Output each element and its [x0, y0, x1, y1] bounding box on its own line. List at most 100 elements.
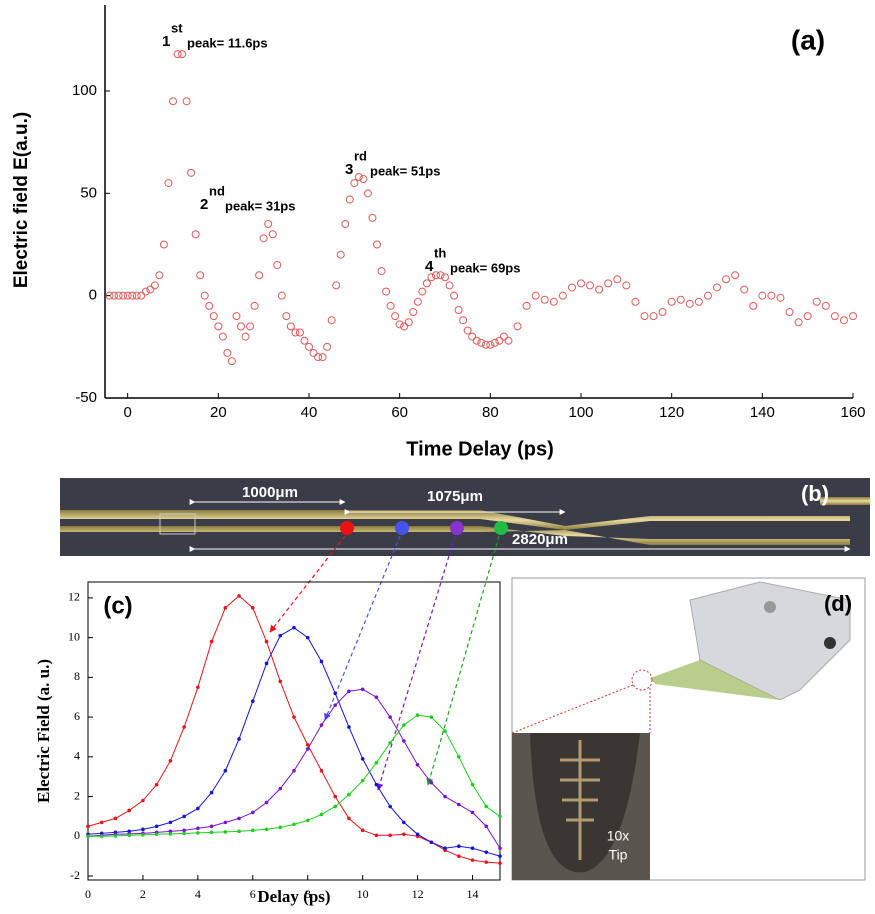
- data-point: [314, 353, 323, 362]
- data-point: [377, 267, 386, 276]
- data-point: [305, 635, 310, 640]
- data-point: [305, 743, 310, 747]
- data-point: [429, 780, 434, 785]
- data-point: [141, 798, 145, 803]
- y-tick-label: 100: [72, 82, 97, 99]
- data-point: [209, 830, 214, 835]
- data-point: [513, 322, 522, 331]
- annotation: th: [434, 245, 446, 260]
- data-point: [237, 816, 241, 821]
- x-tick-label: 20: [210, 404, 227, 421]
- data-point: [141, 833, 145, 837]
- data-point: [86, 824, 90, 829]
- annotation: peak= 69ps: [450, 260, 520, 275]
- data-point: [749, 301, 758, 310]
- data-point: [794, 318, 803, 327]
- data-point: [667, 297, 676, 306]
- x-axis-title: Time Delay (ps): [406, 438, 553, 460]
- data-point: [577, 279, 585, 288]
- data-point: [251, 828, 255, 833]
- data-point: [498, 854, 502, 858]
- x-tick-label: 14: [467, 887, 479, 901]
- data-point: [803, 312, 812, 321]
- data-point: [484, 850, 489, 854]
- inset-text: 10x: [607, 828, 630, 844]
- data-point: [409, 308, 418, 317]
- data-point: [685, 299, 694, 308]
- x-tick-label: 160: [840, 404, 865, 421]
- data-point: [445, 281, 454, 290]
- screw: [764, 601, 776, 613]
- data-point: [388, 804, 392, 809]
- data-point: [454, 305, 463, 314]
- y-tick-label: -50: [75, 389, 97, 406]
- data-point: [347, 816, 351, 821]
- data-point: [305, 342, 313, 351]
- data-point: [333, 794, 338, 799]
- data-point: [498, 814, 502, 819]
- data-point: [443, 846, 447, 851]
- data-point: [486, 340, 495, 349]
- data-point: [132, 291, 141, 300]
- data-point: [388, 741, 392, 745]
- data-point: [127, 833, 131, 838]
- data-point: [227, 357, 236, 366]
- data-point: [209, 639, 214, 644]
- x-tick-label: 6: [250, 887, 256, 901]
- data-point: [268, 230, 277, 239]
- data-point: [776, 293, 785, 302]
- data-point: [114, 291, 123, 300]
- data-point: [484, 804, 489, 809]
- data-point: [347, 689, 351, 694]
- data-point: [264, 220, 273, 229]
- data-point: [278, 825, 283, 830]
- data-point: [318, 353, 327, 362]
- data-point: [498, 846, 502, 851]
- waveguide: [60, 510, 850, 530]
- data-point: [443, 729, 447, 733]
- data-point: [232, 312, 241, 321]
- data-point: [214, 322, 223, 331]
- data-point: [484, 824, 489, 829]
- data-point: [472, 336, 481, 345]
- data-point: [319, 768, 324, 773]
- dimension: 1000μm: [242, 484, 298, 501]
- probe-point: [494, 521, 508, 535]
- data-point: [767, 291, 776, 300]
- data-point: [540, 295, 549, 304]
- data-point: [278, 786, 283, 791]
- data-point: [164, 179, 173, 188]
- data-point: [159, 240, 168, 249]
- data-point: [127, 808, 131, 813]
- data-point: [413, 297, 422, 306]
- data-point: [402, 723, 406, 727]
- x-tick-label: 8: [305, 887, 311, 901]
- screw: [824, 637, 836, 649]
- data-point: [459, 316, 468, 325]
- plot-frame: [87, 581, 501, 881]
- data-point: [441, 273, 449, 282]
- data-point: [196, 271, 205, 280]
- data-point: [264, 827, 269, 832]
- data-point: [676, 295, 685, 304]
- data-point: [105, 291, 114, 300]
- data-point: [209, 824, 214, 829]
- data-point: [400, 322, 409, 331]
- dimension-lines: [189, 499, 851, 552]
- data-point: [558, 291, 567, 300]
- annotation: rd: [354, 148, 367, 163]
- data-point: [319, 659, 324, 664]
- data-point: [273, 260, 282, 269]
- probe-point: [340, 521, 354, 535]
- x-tick-label: 60: [391, 404, 408, 421]
- data-point: [415, 762, 420, 767]
- data-point: [182, 828, 186, 833]
- data-point: [363, 189, 372, 198]
- data-point: [429, 840, 434, 845]
- data-point: [484, 860, 489, 864]
- data-point: [347, 725, 351, 729]
- annotation: peak= 51ps: [370, 163, 440, 178]
- data-point: [450, 291, 459, 300]
- y-tick-label: -2: [70, 868, 80, 882]
- panel-label: (b): [801, 481, 829, 506]
